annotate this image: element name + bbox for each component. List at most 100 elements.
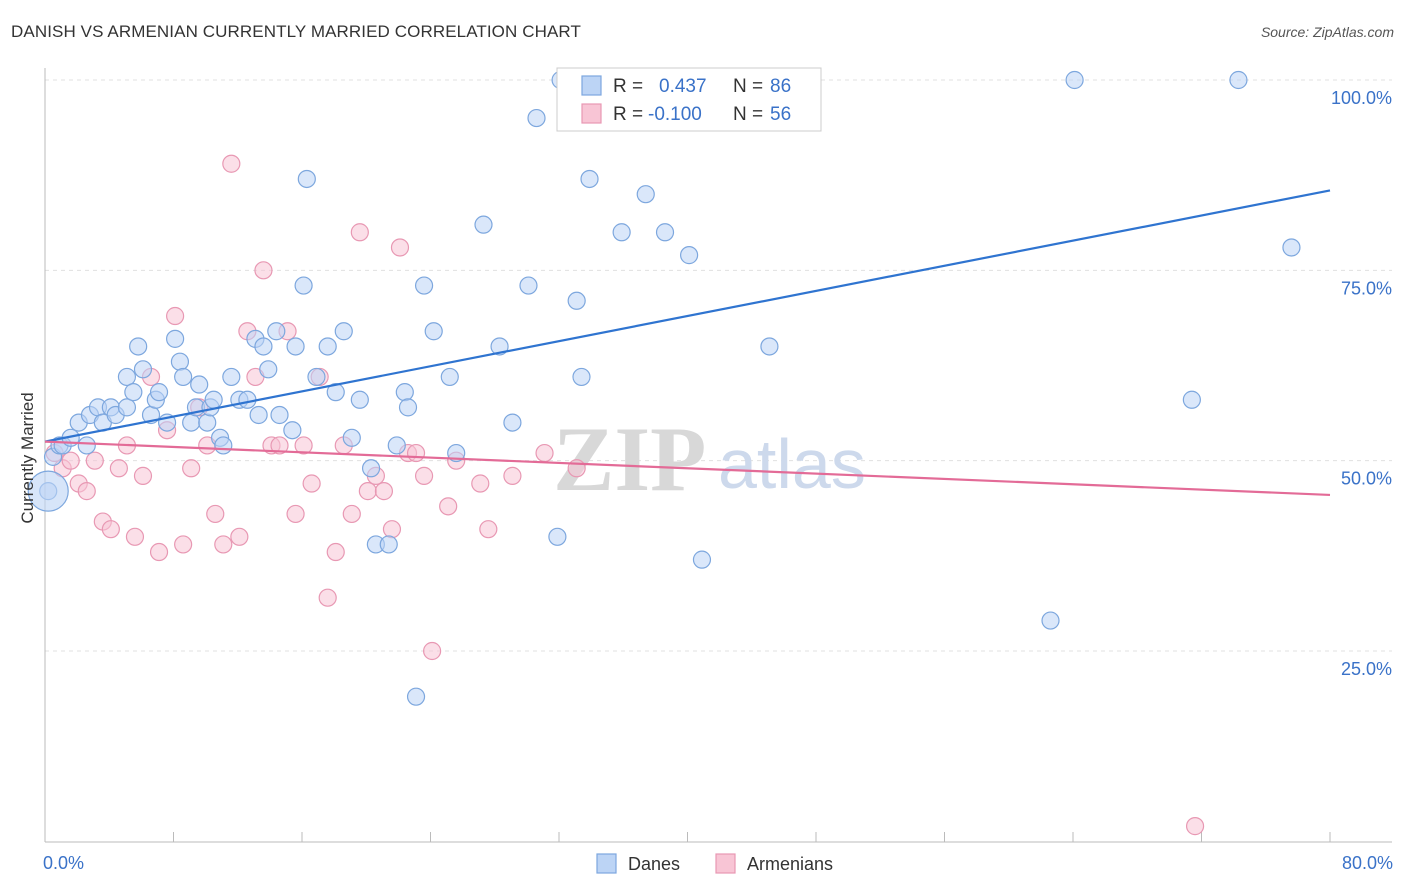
armenians-point bbox=[222, 154, 241, 173]
danes-point bbox=[424, 322, 443, 341]
danes-point bbox=[567, 291, 586, 310]
danes-point bbox=[117, 398, 137, 417]
armenians-point bbox=[342, 504, 361, 524]
trend-lines bbox=[44, 189, 1331, 497]
danes-point bbox=[117, 367, 137, 387]
danes-point bbox=[474, 215, 493, 234]
armenians-point bbox=[479, 520, 498, 539]
armenians-point bbox=[166, 306, 185, 326]
legend-armenians-swatch[interactable] bbox=[715, 853, 736, 874]
armenians-point bbox=[101, 520, 120, 539]
danes-point bbox=[334, 322, 353, 341]
danes-points bbox=[27, 70, 1301, 706]
source-label: Source: ZipAtlas.com bbox=[1260, 24, 1394, 40]
armenians-point bbox=[318, 588, 337, 607]
armenians-swatch bbox=[581, 103, 602, 124]
armenians-point bbox=[206, 504, 225, 524]
danes-n-label: N = bbox=[733, 76, 763, 97]
danes-point bbox=[204, 390, 223, 409]
danes-point bbox=[259, 360, 278, 379]
danes-point bbox=[307, 367, 326, 387]
chart-title: DANISH VS ARMENIAN CURRENTLY MARRIED COR… bbox=[11, 22, 581, 41]
danes-point bbox=[490, 337, 509, 356]
danes-point bbox=[77, 436, 96, 455]
armenians-point bbox=[390, 238, 410, 257]
y-tick-label: 75.0% bbox=[1341, 278, 1392, 298]
y-tick-label: 25.0% bbox=[1341, 659, 1392, 679]
danes-point bbox=[149, 383, 169, 402]
danes-point bbox=[398, 398, 418, 417]
y-tick-label: 50.0% bbox=[1341, 469, 1392, 489]
armenians-point bbox=[294, 436, 313, 455]
danes-point bbox=[1041, 611, 1060, 630]
armenians-point bbox=[535, 443, 554, 463]
armenians-n-label: N = bbox=[733, 104, 763, 125]
danes-large-point bbox=[27, 470, 69, 512]
armenians-point bbox=[326, 542, 345, 562]
danes-point bbox=[182, 413, 201, 432]
armenians-point bbox=[414, 466, 434, 485]
armenians-n-value: 56 bbox=[770, 104, 791, 125]
danes-point bbox=[190, 375, 209, 394]
danes-point bbox=[1182, 390, 1201, 409]
armenians-point bbox=[1185, 817, 1205, 836]
danes-point bbox=[294, 276, 313, 295]
legend-armenians-label[interactable]: Armenians bbox=[747, 854, 833, 874]
danes-r-value: 0.437 bbox=[659, 76, 707, 97]
armenians-point bbox=[423, 641, 442, 661]
armenians-point bbox=[214, 535, 233, 554]
danes-point bbox=[214, 436, 233, 455]
danes-point bbox=[286, 337, 305, 356]
danes-point bbox=[342, 428, 361, 447]
danes-point bbox=[170, 352, 190, 371]
danes-r-label: R = bbox=[613, 76, 643, 97]
armenians-point bbox=[149, 542, 169, 562]
armenians-point bbox=[230, 527, 249, 546]
legend-danes-swatch[interactable] bbox=[596, 853, 617, 874]
danes-point bbox=[270, 405, 289, 425]
danes-point bbox=[406, 687, 426, 706]
armenians-point bbox=[350, 223, 369, 242]
danes-point bbox=[133, 360, 153, 379]
danes-point bbox=[503, 413, 522, 432]
danes-point bbox=[174, 367, 193, 387]
tick-labels: 25.0% 50.0% 75.0% 100.0% 0.0% 80.0% bbox=[43, 88, 1393, 873]
armenians-point bbox=[61, 451, 80, 470]
danes-point bbox=[297, 169, 316, 189]
armenians-point bbox=[254, 261, 273, 280]
danes-point bbox=[249, 405, 268, 425]
legend-danes-label[interactable]: Danes bbox=[628, 854, 680, 874]
armenians-point bbox=[286, 504, 305, 524]
danes-point bbox=[519, 276, 538, 295]
danes-point bbox=[254, 337, 273, 356]
danes-swatch bbox=[581, 75, 602, 96]
armenians-point bbox=[406, 443, 426, 463]
danes-point bbox=[129, 337, 148, 356]
danes-point bbox=[548, 527, 567, 546]
danes-point bbox=[267, 322, 286, 341]
armenians-point bbox=[270, 436, 289, 455]
danes-point bbox=[612, 223, 631, 242]
danes-point bbox=[198, 413, 217, 432]
danes-point bbox=[238, 390, 257, 409]
danes-point bbox=[572, 367, 591, 387]
armenians-point bbox=[174, 535, 193, 554]
armenians-point bbox=[358, 482, 377, 501]
danes-n-value: 86 bbox=[770, 76, 791, 97]
danes-point bbox=[283, 421, 302, 440]
armenians-point bbox=[77, 482, 96, 501]
armenians-point bbox=[374, 482, 394, 501]
danes-point bbox=[222, 367, 241, 387]
armenians-point bbox=[125, 527, 145, 546]
watermark: ZIP atlas bbox=[553, 408, 866, 510]
danes-trend-line bbox=[44, 189, 1331, 443]
x-tick-label: 0.0% bbox=[43, 853, 84, 873]
armenians-trend-line bbox=[44, 440, 1331, 497]
danes-point bbox=[1229, 70, 1248, 90]
armenians-point bbox=[133, 466, 153, 485]
danes-point bbox=[124, 383, 143, 402]
danes-point bbox=[636, 185, 655, 204]
armenians-r-value: -0.100 bbox=[648, 104, 702, 125]
danes-point bbox=[692, 550, 712, 569]
